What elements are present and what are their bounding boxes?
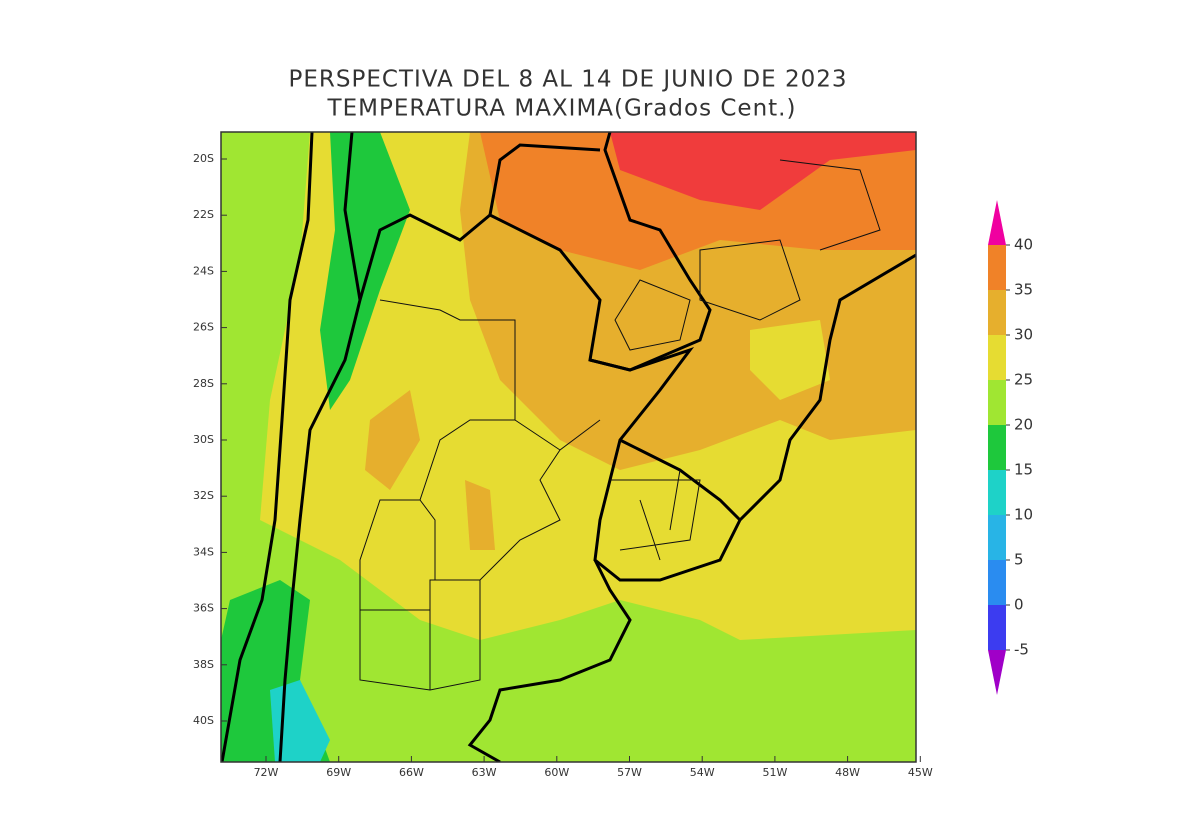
legend-label: 40 — [1014, 236, 1033, 254]
legend-label: 0 — [1014, 596, 1024, 614]
lat-label: 20S — [193, 152, 214, 165]
lon-label: 54W — [690, 766, 715, 779]
legend-label: 15 — [1014, 461, 1033, 479]
lat-label: 22S — [193, 208, 214, 221]
legend-label: 10 — [1014, 506, 1033, 524]
lat-label: 40S — [193, 714, 214, 727]
legend-band — [988, 335, 1006, 380]
title-line: TEMPERATURA MAXIMA(Grados Cent.) — [327, 96, 797, 122]
lon-label: 57W — [617, 766, 642, 779]
legend-label: 5 — [1014, 551, 1024, 569]
legend-label: -5 — [1014, 641, 1029, 659]
lon-label: 69W — [326, 766, 351, 779]
title-line: PERSPECTIVA DEL 8 AL 14 DE JUNIO DE 2023 — [289, 67, 848, 93]
lat-label: 32S — [193, 489, 214, 502]
lon-label: 51W — [762, 766, 787, 779]
legend-triangle — [988, 650, 1006, 695]
legend-band — [988, 290, 1006, 335]
lon-label: 48W — [835, 766, 860, 779]
lat-label: 34S — [193, 545, 214, 558]
temperature-field — [221, 132, 916, 762]
lat-label: 38S — [193, 658, 214, 671]
legend-band — [988, 515, 1006, 560]
legend-band — [988, 380, 1006, 425]
lat-label: 26S — [193, 321, 214, 334]
legend-label: 25 — [1014, 371, 1033, 389]
legend-band — [988, 560, 1006, 605]
lat-label: 36S — [193, 602, 214, 615]
lon-label: 45W — [908, 766, 933, 779]
lon-label: 60W — [544, 766, 569, 779]
lon-label: 63W — [472, 766, 497, 779]
lat-label: 24S — [193, 264, 214, 277]
lat-label: 30S — [193, 433, 214, 446]
lat-label: 28S — [193, 377, 214, 390]
legend-band — [988, 245, 1006, 290]
legend-label: 35 — [1014, 281, 1033, 299]
legend-label: 20 — [1014, 416, 1033, 434]
legend-triangle — [988, 200, 1006, 245]
lon-label: 66W — [399, 766, 424, 779]
lon-label: 72W — [254, 766, 279, 779]
legend-band — [988, 470, 1006, 515]
legend-band — [988, 605, 1006, 650]
map-frame — [220, 131, 917, 763]
legend-band — [988, 425, 1006, 470]
legend-label: 30 — [1014, 326, 1033, 344]
